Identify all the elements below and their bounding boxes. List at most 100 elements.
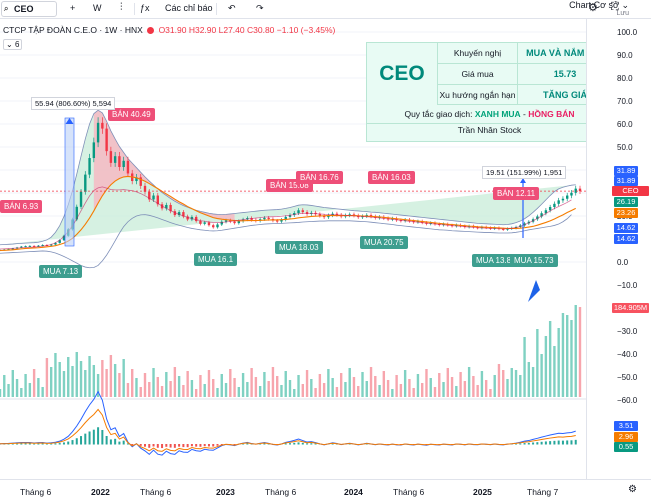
- volume-bar: [403, 370, 407, 397]
- volume-bar: [553, 346, 556, 397]
- candle-body: [578, 188, 582, 192]
- macd-histogram-bar: [561, 440, 564, 445]
- macd-histogram-bar: [114, 438, 117, 445]
- volume-bar: [519, 375, 522, 397]
- volume-bar: [293, 389, 296, 397]
- macd-histogram-bar: [216, 444, 219, 446]
- measure-label: 19.51 (151.99%) 1,951: [482, 166, 567, 179]
- rule-prefix: Quy tắc giao dịch:: [404, 109, 475, 119]
- measure-arrow-icon: [520, 178, 526, 183]
- chart-type-icon[interactable]: ⫶: [120, 2, 123, 13]
- candle-body: [280, 219, 283, 222]
- volume-bar: [442, 382, 445, 397]
- interval-button[interactable]: W: [93, 3, 102, 13]
- macd-histogram-bar: [207, 444, 210, 447]
- volume-bar: [472, 376, 475, 397]
- volume-bar: [229, 369, 232, 397]
- macd-histogram-bar: [182, 444, 185, 448]
- candle-body: [335, 213, 339, 215]
- fullscreen-icon[interactable]: ⛶: [611, 1, 619, 13]
- candle-body: [152, 195, 155, 200]
- add-symbol-icon[interactable]: +: [70, 3, 76, 13]
- macd-histogram-bar: [126, 443, 129, 445]
- volume-bar: [49, 367, 53, 397]
- candle-body: [574, 188, 577, 193]
- macd-line: [0, 390, 576, 456]
- candle-body: [233, 221, 236, 224]
- top-toolbar: ⌕ CEO + W ⫶ ƒx Các chỉ báo ↶ ↷ Chart Cơ …: [0, 0, 651, 19]
- volume-bar: [574, 305, 577, 397]
- candle-body: [263, 217, 266, 220]
- macd-histogram-bar: [7, 443, 10, 445]
- sell-signal: BÁN 12.11: [493, 187, 540, 200]
- price-axis[interactable]: [586, 19, 651, 479]
- candle-body: [553, 203, 556, 208]
- volume-bar: [506, 379, 509, 397]
- rule-pink: HỒNG BÁN: [528, 109, 575, 119]
- separator: [216, 3, 217, 15]
- row-key: Khuyến nghị: [438, 43, 518, 63]
- price-tag: 31.89: [614, 166, 638, 176]
- macd-histogram-bar: [212, 444, 215, 447]
- row-value: MUA VÀ NẮM GIỮ: [526, 48, 604, 58]
- price-axis-label: 0.0: [617, 258, 629, 267]
- row-value: 15.73: [553, 69, 577, 79]
- macd-histogram-bar: [80, 436, 83, 445]
- indicator-count[interactable]: ⌄ 6: [3, 39, 23, 50]
- volume-bar: [408, 379, 411, 397]
- indicators-button[interactable]: Các chỉ báo: [165, 3, 213, 13]
- volume-bar: [421, 383, 424, 397]
- volume-bar: [237, 387, 241, 397]
- measure-range-box: [64, 117, 75, 247]
- buy-signal: MUA 18.03: [275, 241, 323, 254]
- volume-bar: [467, 367, 471, 397]
- symbol-search[interactable]: ⌕ CEO: [1, 1, 57, 17]
- author-credit: Trần Nhân Stock: [457, 125, 522, 135]
- macd-histogram-bar: [557, 440, 560, 445]
- macd-histogram-bar: [54, 443, 57, 445]
- gear-icon[interactable]: ⚙: [628, 484, 637, 495]
- candle-body: [237, 221, 241, 224]
- macd-histogram-bar: [105, 435, 108, 445]
- time-axis-label: Tháng 6: [265, 487, 297, 497]
- macd-histogram-bar: [71, 440, 74, 445]
- macd-histogram-bar: [109, 439, 112, 445]
- volume-bar: [62, 371, 66, 397]
- candle-body: [101, 122, 104, 129]
- macd-histogram-bar: [88, 431, 91, 445]
- trading-rule: Quy tắc giao dịch: XANH MUA - HỒNG BÁN: [367, 105, 612, 124]
- macd-histogram-bar: [173, 444, 176, 448]
- macd-histogram-bar: [233, 444, 236, 446]
- chevron-down-icon: ⌄: [621, 0, 629, 10]
- sell-signal: BÁN 6.93: [0, 200, 43, 213]
- price-axis-label: 80.0: [617, 74, 633, 83]
- volume-bar: [148, 382, 151, 397]
- volume-bar: [246, 382, 249, 397]
- macd-histogram-bar: [24, 443, 27, 445]
- macd-histogram-bar: [523, 443, 526, 445]
- macd-histogram-bar: [536, 442, 539, 445]
- candle-body: [54, 242, 57, 245]
- redo-icon[interactable]: ↷: [256, 3, 264, 13]
- macd-histogram-bar: [331, 443, 334, 445]
- indicators-icon[interactable]: ƒx: [140, 3, 150, 13]
- price-tag: 26.19: [614, 197, 638, 207]
- candle-body: [288, 215, 292, 217]
- volume-bar: [186, 371, 189, 397]
- volume-bar: [20, 388, 23, 397]
- volume-bar: [544, 336, 548, 397]
- volume-bar: [536, 329, 539, 397]
- gear-icon[interactable]: ⚙: [588, 2, 598, 14]
- volume-bar: [378, 385, 381, 397]
- volume-bar: [271, 367, 275, 397]
- volume-bar: [28, 383, 32, 397]
- legend-title: CTCP TẬP ĐOÀN C.E.O · 1W · HNX: [3, 25, 143, 35]
- volume-bar: [88, 356, 91, 397]
- volume-bar: [531, 367, 535, 397]
- macd-histogram-bar: [148, 444, 151, 448]
- layout-menu[interactable]: Chart Cơ sở ⌄ Lưu: [569, 0, 629, 17]
- time-axis[interactable]: [0, 479, 651, 499]
- macd-histogram-bar: [348, 443, 351, 445]
- indicator-count-value: 6: [14, 40, 20, 49]
- undo-icon[interactable]: ↶: [228, 3, 236, 13]
